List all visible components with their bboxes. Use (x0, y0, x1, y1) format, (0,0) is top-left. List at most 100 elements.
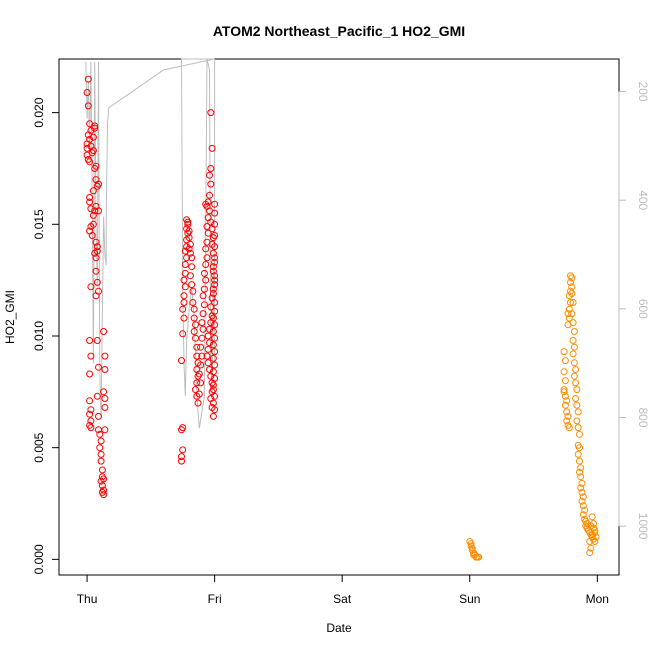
data-point-s0-56 (93, 392, 101, 400)
data-point-s0-199 (211, 321, 219, 329)
right-tick-label-2: 600 (636, 299, 650, 319)
data-point-s0-195 (211, 348, 219, 356)
data-point-s0-116 (192, 321, 199, 329)
data-point-s0-154 (206, 171, 213, 179)
data-point-s1-41 (569, 337, 577, 344)
data-point-s1-64 (578, 488, 586, 496)
data-point-s0-0 (83, 89, 91, 96)
data-point-s1-58 (576, 457, 583, 465)
data-point-s0-196 (209, 341, 217, 349)
data-point-s0-79 (178, 457, 185, 465)
data-point-s1-19 (561, 401, 569, 409)
data-point-s0-188 (207, 395, 215, 402)
data-point-s0-141 (202, 276, 210, 284)
data-point-s0-111 (188, 281, 196, 289)
data-point-s1-91 (591, 529, 599, 537)
data-point-s1-24 (565, 424, 573, 432)
data-point-s0-193 (211, 361, 219, 369)
data-point-s0-1 (84, 75, 92, 83)
data-point-s1-44 (570, 359, 578, 367)
data-point-s0-147 (204, 229, 212, 237)
data-point-s1-87 (587, 544, 595, 552)
data-point-s0-48 (86, 397, 94, 405)
data-point-s0-63 (97, 457, 105, 465)
data-point-s0-206 (209, 263, 217, 271)
data-point-s0-105 (186, 240, 194, 248)
data-point-s0-131 (197, 361, 205, 369)
data-point-s1-38 (568, 310, 576, 318)
data-point-s1-37 (569, 299, 577, 306)
data-point-s0-70 (100, 491, 108, 499)
data-point-s0-194 (209, 354, 217, 362)
data-point-s1-43 (569, 350, 577, 358)
y-axis-label: HO2_GMI (3, 290, 17, 344)
data-point-s1-81 (592, 533, 600, 541)
y-tick-label-0: 0.000 (32, 544, 46, 574)
data-point-s0-86 (180, 314, 188, 322)
data-point-s0-54 (93, 337, 101, 344)
data-point-s0-212 (211, 200, 219, 208)
data-point-s0-74 (101, 366, 109, 373)
data-point-s0-32 (95, 207, 102, 215)
data-point-s1-1 (467, 540, 475, 548)
data-point-s0-205 (211, 272, 219, 280)
data-point-s0-17 (91, 124, 99, 132)
data-point-s1-12 (561, 357, 569, 365)
data-point-s1-39 (569, 319, 577, 327)
data-point-s1-69 (579, 511, 587, 519)
right-axis: 200 400 600 800 1000 (618, 82, 650, 540)
data-point-s0-145 (202, 245, 210, 253)
data-point-s1-10 (475, 553, 483, 561)
data-point-s1-46 (570, 372, 578, 380)
data-point-s1-59 (577, 464, 585, 472)
data-point-s0-44 (87, 283, 95, 291)
data-point-s1-66 (578, 497, 586, 505)
data-point-s0-11 (87, 127, 95, 134)
data-point-s0-132 (198, 352, 206, 360)
data-point-s0-47 (86, 370, 94, 378)
data-point-s0-14 (89, 147, 97, 155)
data-point-s1-32 (568, 283, 576, 291)
data-point-s0-137 (199, 310, 207, 318)
data-point-s0-167 (211, 276, 219, 284)
data-point-s1-84 (588, 513, 596, 521)
data-point-s0-176 (204, 345, 212, 353)
data-point-s1-11 (560, 348, 568, 356)
data-point-s0-34 (95, 180, 102, 188)
data-point-s0-59 (96, 430, 104, 438)
data-point-s0-81 (179, 446, 187, 454)
data-point-s1-56 (576, 444, 583, 452)
data-point-s0-203 (209, 290, 217, 297)
data-point-s0-157 (207, 109, 215, 117)
data-point-s1-68 (581, 506, 589, 514)
data-point-s0-211 (211, 209, 219, 217)
data-point-s0-9 (86, 135, 94, 143)
data-point-s0-50 (86, 410, 94, 418)
data-point-s0-124 (193, 379, 201, 387)
data-point-s0-177 (203, 352, 211, 360)
data-point-s0-112 (189, 287, 197, 295)
data-point-s1-57 (574, 450, 582, 458)
data-point-s0-179 (206, 366, 213, 373)
data-point-s0-128 (195, 390, 203, 398)
data-point-s0-2 (84, 102, 92, 110)
data-point-s0-73 (101, 395, 109, 402)
data-point-s0-207 (211, 254, 219, 262)
data-point-s1-67 (579, 502, 587, 510)
data-point-s1-63 (577, 484, 585, 492)
right-tick-label-0: 200 (636, 82, 650, 102)
data-point-s0-158 (204, 198, 212, 206)
data-point-s0-108 (188, 254, 196, 262)
right-tick-label-3: 800 (636, 407, 650, 427)
data-point-s0-20 (92, 162, 100, 170)
data-point-s0-55 (95, 363, 102, 371)
data-point-s1-21 (564, 412, 572, 420)
data-point-s0-197 (211, 334, 219, 342)
data-point-s0-60 (97, 437, 105, 445)
data-point-s1-17 (561, 392, 569, 400)
data-point-s0-27 (88, 232, 96, 239)
data-point-s0-51 (87, 417, 95, 425)
data-point-s1-27 (564, 310, 572, 318)
data-point-s0-165 (211, 258, 219, 266)
